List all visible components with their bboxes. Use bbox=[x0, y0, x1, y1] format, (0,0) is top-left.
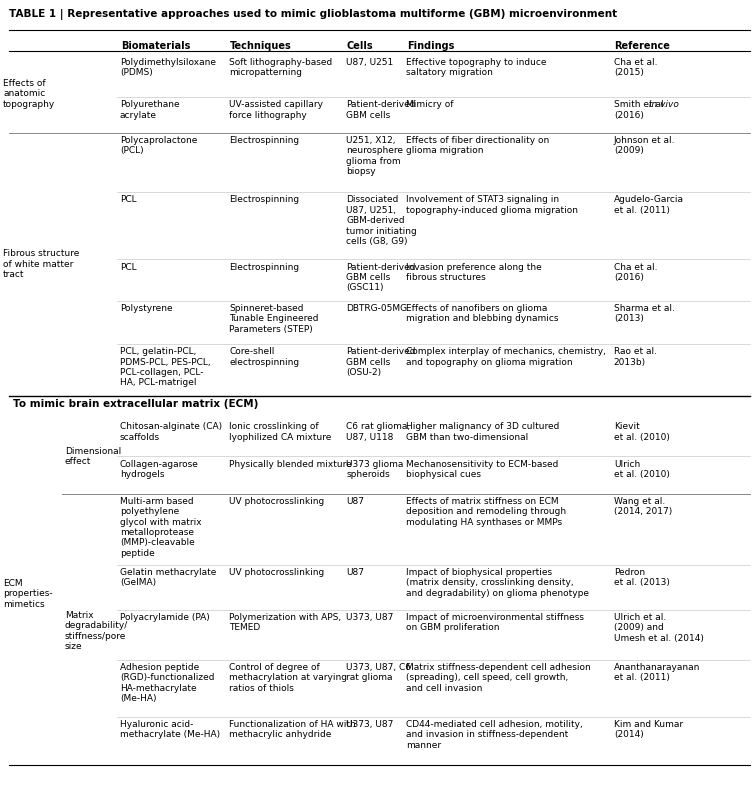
Text: U373, U87, C6
rat glioma: U373, U87, C6 rat glioma bbox=[346, 663, 411, 683]
Text: Hyaluronic acid-
methacrylate (Me-HA): Hyaluronic acid- methacrylate (Me-HA) bbox=[120, 720, 220, 740]
Text: Effects of nanofibers on glioma
migration and blebbing dynamics: Effects of nanofibers on glioma migratio… bbox=[406, 304, 559, 324]
Text: ECM
properties-
mimetics: ECM properties- mimetics bbox=[3, 579, 53, 608]
Text: TABLE 1 | Representative approaches used to mimic glioblastoma multiforme (GBM) : TABLE 1 | Representative approaches used… bbox=[9, 9, 618, 21]
Text: Invasion preference along the
fibrous structures: Invasion preference along the fibrous st… bbox=[406, 263, 542, 282]
Text: Polyacrylamide (PA): Polyacrylamide (PA) bbox=[120, 613, 210, 622]
Text: Wang et al.
(2014, 2017): Wang et al. (2014, 2017) bbox=[614, 497, 672, 517]
Text: Dimensional
effect: Dimensional effect bbox=[65, 447, 121, 466]
Text: Ionic crosslinking of
lyophilized CA mixture: Ionic crosslinking of lyophilized CA mix… bbox=[229, 422, 332, 442]
Text: Kim and Kumar
(2014): Kim and Kumar (2014) bbox=[614, 720, 683, 740]
Text: Polyurethane
acrylate: Polyurethane acrylate bbox=[120, 100, 179, 120]
Text: Effective topography to induce
saltatory migration: Effective topography to induce saltatory… bbox=[406, 58, 547, 78]
Text: U373 glioma
spheroids: U373 glioma spheroids bbox=[346, 460, 403, 479]
Text: Effects of
anatomic
topography: Effects of anatomic topography bbox=[3, 79, 55, 108]
Text: PCL: PCL bbox=[120, 195, 136, 204]
Text: Findings: Findings bbox=[407, 41, 455, 51]
Text: U87: U87 bbox=[346, 497, 364, 505]
Text: in vivo: in vivo bbox=[649, 100, 679, 109]
Text: PCL: PCL bbox=[120, 263, 136, 271]
Text: PCL, gelatin-PCL,
PDMS-PCL, PES-PCL,
PCL-collagen, PCL-
HA, PCL-matrigel: PCL, gelatin-PCL, PDMS-PCL, PES-PCL, PCL… bbox=[120, 347, 210, 388]
Text: Spinneret-based
Tunable Engineered
Parameters (STEP): Spinneret-based Tunable Engineered Param… bbox=[229, 304, 319, 334]
Text: Soft lithography-based
micropatterning: Soft lithography-based micropatterning bbox=[229, 58, 333, 78]
Text: Kievit
et al. (2010): Kievit et al. (2010) bbox=[614, 422, 670, 442]
Text: Techniques: Techniques bbox=[230, 41, 292, 51]
Text: Impact of microenvironmental stiffness
on GBM proliferation: Impact of microenvironmental stiffness o… bbox=[406, 613, 584, 633]
Text: Complex interplay of mechanics, chemistry,
and topography on glioma migration: Complex interplay of mechanics, chemistr… bbox=[406, 347, 606, 367]
Text: Collagen-agarose
hydrogels: Collagen-agarose hydrogels bbox=[120, 460, 199, 479]
Text: Core-shell
electrospinning: Core-shell electrospinning bbox=[229, 347, 299, 367]
Text: Physically blended mixture: Physically blended mixture bbox=[229, 460, 352, 468]
Text: UV photocrosslinking: UV photocrosslinking bbox=[229, 568, 324, 577]
Text: Agudelo-Garcia
et al. (2011): Agudelo-Garcia et al. (2011) bbox=[614, 195, 684, 215]
Text: Patient-derived
GBM cells: Patient-derived GBM cells bbox=[346, 100, 415, 120]
Text: UV photocrosslinking: UV photocrosslinking bbox=[229, 497, 324, 505]
Text: Control of degree of
methacrylation at varying
ratios of thiols: Control of degree of methacrylation at v… bbox=[229, 663, 347, 693]
Text: Cells: Cells bbox=[347, 41, 373, 51]
Text: U87: U87 bbox=[346, 568, 364, 577]
Text: Polycaprolactone
(PCL): Polycaprolactone (PCL) bbox=[120, 136, 198, 156]
Text: Higher malignancy of 3D cultured
GBM than two-dimensional: Higher malignancy of 3D cultured GBM tha… bbox=[406, 422, 559, 442]
Text: U373, U87: U373, U87 bbox=[346, 720, 394, 729]
Text: U251, X12,
neurosphere
glioma from
biopsy: U251, X12, neurosphere glioma from biops… bbox=[346, 136, 403, 176]
Text: Impact of biophysical properties
(matrix density, crosslinking density,
and degr: Impact of biophysical properties (matrix… bbox=[406, 568, 590, 598]
Text: Ulrich et al.
(2009) and
Umesh et al. (2014): Ulrich et al. (2009) and Umesh et al. (2… bbox=[614, 613, 703, 643]
Text: Chitosan-alginate (CA)
scaffolds: Chitosan-alginate (CA) scaffolds bbox=[120, 422, 222, 442]
Text: Smith et al.
(2016): Smith et al. (2016) bbox=[614, 100, 667, 120]
Text: Polydimethylsiloxane
(PDMS): Polydimethylsiloxane (PDMS) bbox=[120, 58, 216, 78]
Text: Polystyrene: Polystyrene bbox=[120, 304, 173, 312]
Text: Mechanosensitivity to ECM-based
biophysical cues: Mechanosensitivity to ECM-based biophysi… bbox=[406, 460, 559, 479]
Text: Ananthanarayanan
et al. (2011): Ananthanarayanan et al. (2011) bbox=[614, 663, 700, 683]
Text: Electrospinning: Electrospinning bbox=[229, 263, 299, 271]
Text: Gelatin methacrylate
(GelMA): Gelatin methacrylate (GelMA) bbox=[120, 568, 216, 588]
Text: Reference: Reference bbox=[615, 41, 670, 51]
Text: Cha et al.
(2015): Cha et al. (2015) bbox=[614, 58, 657, 78]
Text: Effects of fiber directionality on
glioma migration: Effects of fiber directionality on gliom… bbox=[406, 136, 550, 156]
Text: Adhesion peptide
(RGD)-functionalized
HA-methacrylate
(Me-HA): Adhesion peptide (RGD)-functionalized HA… bbox=[120, 663, 214, 703]
Text: Sharma et al.
(2013): Sharma et al. (2013) bbox=[614, 304, 675, 324]
Text: To mimic brain extracellular matrix (ECM): To mimic brain extracellular matrix (ECM… bbox=[13, 399, 258, 409]
Text: Involvement of STAT3 signaling in
topography-induced glioma migration: Involvement of STAT3 signaling in topogr… bbox=[406, 195, 578, 215]
Text: Mimicry of: Mimicry of bbox=[406, 100, 457, 109]
Text: Multi-arm based
polyethylene
glycol with matrix
metalloprotease
(MMP)-cleavable
: Multi-arm based polyethylene glycol with… bbox=[120, 497, 201, 558]
Text: Pedron
et al. (2013): Pedron et al. (2013) bbox=[614, 568, 670, 588]
Text: Ulrich
et al. (2010): Ulrich et al. (2010) bbox=[614, 460, 670, 479]
Text: UV-assisted capillary
force lithography: UV-assisted capillary force lithography bbox=[229, 100, 323, 120]
Text: DBTRG-05MG: DBTRG-05MG bbox=[346, 304, 407, 312]
Text: Functionalization of HA with
methacrylic anhydride: Functionalization of HA with methacrylic… bbox=[229, 720, 356, 740]
Text: Electrospinning: Electrospinning bbox=[229, 136, 299, 145]
Text: Electrospinning: Electrospinning bbox=[229, 195, 299, 204]
Text: U87, U251: U87, U251 bbox=[346, 58, 394, 66]
Text: CD44-mediated cell adhesion, motility,
and invasion in stiffness-dependent
manne: CD44-mediated cell adhesion, motility, a… bbox=[406, 720, 583, 750]
Text: Matrix
degradability/
stiffness/pore
size: Matrix degradability/ stiffness/pore siz… bbox=[65, 611, 128, 651]
Text: Polymerization with APS,
TEMED: Polymerization with APS, TEMED bbox=[229, 613, 342, 633]
Text: Matrix stiffness-dependent cell adhesion
(spreading), cell speed, cell growth,
a: Matrix stiffness-dependent cell adhesion… bbox=[406, 663, 591, 693]
Text: Dissociated
U87, U251,
GBM-derived
tumor initiating
cells (G8, G9): Dissociated U87, U251, GBM-derived tumor… bbox=[346, 195, 417, 246]
Text: Patient-derived
GBM cells
(OSU-2): Patient-derived GBM cells (OSU-2) bbox=[346, 347, 415, 377]
Text: U373, U87: U373, U87 bbox=[346, 613, 394, 622]
Text: Johnson et al.
(2009): Johnson et al. (2009) bbox=[614, 136, 676, 156]
Text: Patient-derived
GBM cells
(GSC11): Patient-derived GBM cells (GSC11) bbox=[346, 263, 415, 293]
Text: Biomaterials: Biomaterials bbox=[121, 41, 190, 51]
Text: Fibrous structure
of white matter
tract: Fibrous structure of white matter tract bbox=[3, 249, 79, 279]
Text: Rao et al.
2013b): Rao et al. 2013b) bbox=[614, 347, 657, 367]
Text: C6 rat glioma,
U87, U118: C6 rat glioma, U87, U118 bbox=[346, 422, 410, 442]
Text: Effects of matrix stiffness on ECM
deposition and remodeling through
modulating : Effects of matrix stiffness on ECM depos… bbox=[406, 497, 566, 527]
Text: Cha et al.
(2016): Cha et al. (2016) bbox=[614, 263, 657, 282]
